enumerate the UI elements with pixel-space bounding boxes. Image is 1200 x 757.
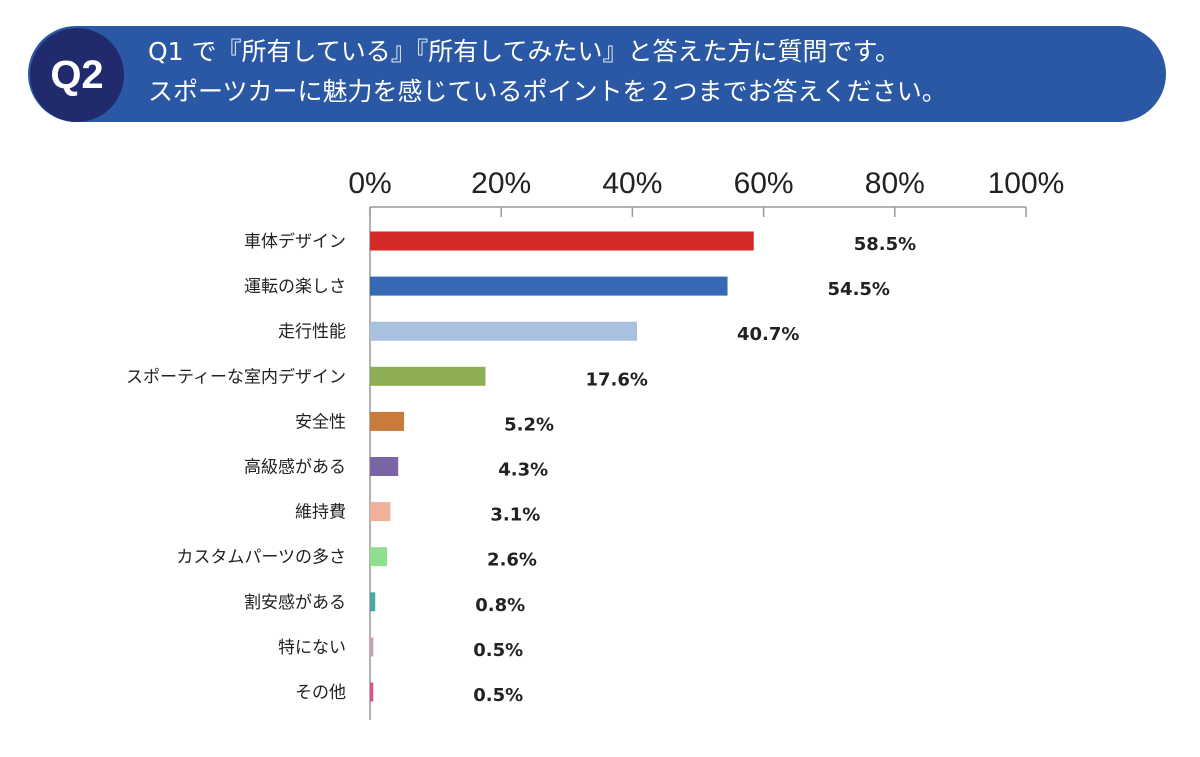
category-label: 高級感がある — [244, 458, 346, 478]
question-banner — [28, 26, 1166, 122]
category-label: 特にない — [278, 638, 346, 658]
bar — [370, 547, 388, 567]
category-label: 運転の楽しさ — [244, 277, 346, 297]
bar — [370, 231, 754, 251]
x-tick-label: 80% — [865, 167, 925, 200]
category-label: 維持費 — [295, 503, 346, 523]
category-label: スポーティーな室内デザイン — [126, 366, 346, 387]
question-number-badge: Q2 — [30, 28, 124, 122]
data-label: 54.5% — [828, 279, 890, 300]
data-label: 40.7% — [737, 324, 799, 345]
bar — [370, 457, 399, 476]
data-label: 5.2% — [504, 414, 554, 435]
data-label: 0.8% — [475, 595, 525, 616]
category-label: カスタムパーツの多さ — [176, 548, 346, 568]
data-label: 0.5% — [473, 685, 523, 706]
data-label: 58.5% — [854, 234, 916, 255]
category-label: 走行性能 — [278, 322, 346, 342]
question-line-2: スポーツカーに魅力を感じているポイントを２つまでお答えください。 — [148, 77, 947, 106]
bar — [370, 321, 637, 341]
question-text: Q1 で『所有している』『所有してみたい』と答えた方に質問です。 スポーツカーに… — [148, 32, 947, 112]
data-label: 4.3% — [498, 460, 548, 481]
bar — [370, 592, 376, 612]
bar — [370, 411, 405, 431]
data-label: 3.1% — [490, 505, 540, 526]
category-label: 割安感がある — [244, 593, 346, 613]
bar — [370, 637, 374, 657]
question-line-1: Q1 で『所有している』『所有してみたい』と答えた方に質問です。 — [148, 37, 901, 66]
data-label: 2.6% — [487, 550, 537, 571]
x-tick-label: 0% — [348, 167, 391, 200]
x-tick-label: 100% — [988, 167, 1065, 200]
category-label: 安全性 — [295, 412, 346, 432]
category-label: 車体デザイン — [244, 231, 346, 252]
data-label: 17.6% — [585, 369, 647, 390]
bar — [370, 276, 728, 296]
x-tick-label: 40% — [602, 167, 662, 200]
category-label: その他 — [295, 683, 346, 703]
bar — [370, 502, 391, 522]
x-tick-label: 20% — [471, 167, 531, 200]
bar — [370, 366, 486, 386]
data-label: 0.5% — [473, 640, 523, 661]
x-tick-label: 60% — [734, 167, 794, 200]
bar — [370, 682, 374, 702]
